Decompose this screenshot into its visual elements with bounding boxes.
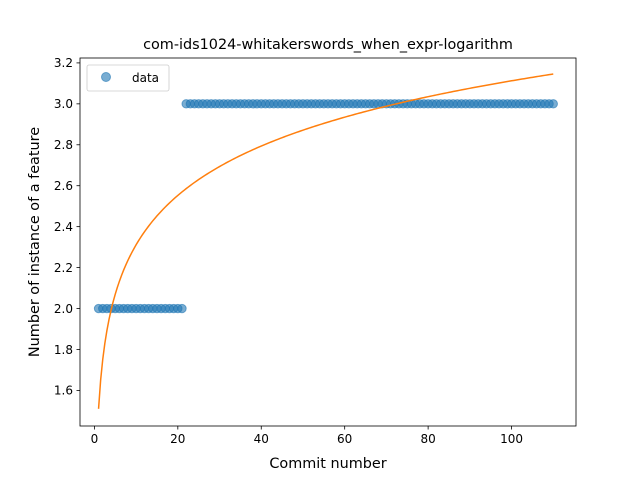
x-axis-ticks: 0 20 40 60 80 100 [91,426,523,446]
legend-label: data [132,71,159,85]
x-axis-label: Commit number [269,456,386,472]
y-tick-label: 2.8 [54,138,73,152]
legend: data [86,64,170,92]
x-tick-label: 80 [420,432,435,446]
data-point [177,303,187,314]
y-axis-ticks: 1.6 1.8 2.0 2.2 2.4 2.6 2.8 3.0 3.2 [54,56,80,398]
fit-line [97,73,554,409]
data-point [548,99,558,109]
y-tick-label: 2.2 [54,261,73,275]
y-tick-label: 3.0 [54,97,73,111]
x-tick-label: 0 [91,432,99,446]
x-tick-label: 40 [254,432,269,446]
y-tick-label: 2.4 [54,220,73,234]
y-tick-label: 1.6 [54,384,73,398]
legend-marker [101,72,111,82]
y-tick-label: 3.2 [54,56,73,70]
x-tick-label: 100 [500,432,523,446]
legend-box [86,64,170,92]
x-tick-label: 20 [170,432,185,446]
axes-frame [79,57,577,427]
y-tick-label: 2.6 [54,179,73,193]
y-axis-label: Number of instance of a feature [27,127,43,357]
y-tick-label: 1.8 [54,343,73,357]
chart-title: com-ids1024-whitakerswords_when_expr-log… [143,37,513,53]
y-tick-label: 2.0 [54,302,73,316]
x-tick-label: 60 [337,432,352,446]
plot-area [93,73,558,409]
